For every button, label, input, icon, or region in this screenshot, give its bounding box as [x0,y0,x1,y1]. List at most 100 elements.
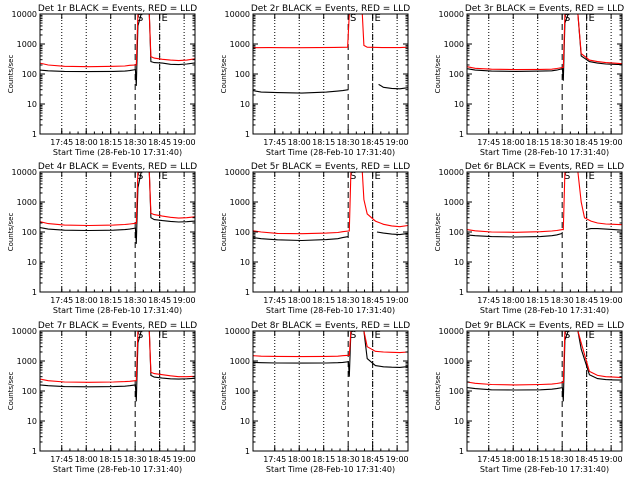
x-tick-label: 18:45 [575,296,598,305]
start-marker-label: S [350,171,356,182]
events-series-line [40,172,195,244]
x-axis-label: Start Time (28-Feb-10 17:31:40) [266,306,395,315]
x-tick-label: 18:00 [75,455,98,464]
y-tick-label: 1000 [444,357,464,366]
y-tick-label: 10 [240,258,250,267]
events-series-line [253,83,408,94]
axes-frame [252,13,409,135]
y-tick-label: 1 [245,447,250,456]
detector-panel: Det 4r BLACK = Events, RED = LLD Counts/s… [7,162,197,315]
y-axis-label: Counts/sec [434,372,442,411]
x-axis-label: Start Time (28-Feb-10 17:31:40) [266,148,395,157]
x-tick-label: 19:00 [173,138,196,147]
y-tick-label: 1000 [230,198,250,207]
y-tick-label: 10000 [439,168,464,177]
y-tick-label: 10000 [12,327,37,336]
detector-panel: Det 5r BLACK = Events, RED = LLD Counts/s… [220,162,410,315]
y-tick-label: 10000 [225,168,250,177]
x-tick-label: 17:45 [263,296,286,305]
y-tick-label: 1 [459,130,464,139]
x-tick-label: 18:30 [124,455,147,464]
end-marker-label: E [588,171,594,182]
y-tick-label: 1 [245,288,250,297]
x-tick-label: 18:15 [99,296,122,305]
y-tick-label: 100 [235,70,250,79]
y-tick-label: 100 [22,228,37,237]
y-tick-label: 10 [27,258,37,267]
y-axis-label: Counts/sec [7,213,15,252]
x-tick-label: 17:45 [263,138,286,147]
x-tick-label: 18:15 [99,455,122,464]
x-axis-label: Start Time (28-Feb-10 17:31:40) [53,148,182,157]
y-tick-label: 1 [32,130,37,139]
panel-title: Det 7r BLACK = Events, RED = LLD [38,321,197,331]
x-tick-label: 18:15 [312,296,335,305]
y-axis-label: Counts/sec [220,55,228,94]
detector-panel: Det 6r BLACK = Events, RED = LLD Counts/s… [434,162,624,315]
end-marker-label: E [161,330,167,341]
x-tick-label: 18:00 [502,138,525,147]
end-marker-label: E [161,13,167,24]
x-tick-label: 19:00 [386,138,409,147]
y-axis-label: Counts/sec [220,213,228,252]
end-marker-label: E [374,171,380,182]
x-tick-label: 17:45 [50,296,73,305]
x-tick-label: 18:30 [337,455,360,464]
x-tick-label: 18:00 [288,138,311,147]
x-axis-label: Start Time (28-Feb-10 17:31:40) [480,465,609,474]
axes-frame [39,171,196,293]
y-tick-label: 100 [22,70,37,79]
y-axis-label: Counts/sec [434,55,442,94]
y-tick-label: 10 [454,258,464,267]
x-tick-label: 18:00 [288,296,311,305]
events-series-line [40,331,195,402]
detector-panel: Det 8r BLACK = Events, RED = LLD Counts/s… [220,321,410,474]
y-tick-label: 10 [454,417,464,426]
x-tick-label: 18:45 [575,138,598,147]
x-tick-label: 18:00 [288,455,311,464]
lld-series-line [40,172,195,227]
end-marker-label: E [588,330,594,341]
x-tick-label: 18:15 [312,138,335,147]
x-tick-label: 18:45 [575,455,598,464]
start-marker-label: S [564,13,570,24]
lld-series-line [467,331,622,386]
y-tick-label: 10000 [439,10,464,19]
x-axis-label: Start Time (28-Feb-10 17:31:40) [53,465,182,474]
y-tick-label: 100 [235,228,250,237]
x-tick-label: 19:00 [173,296,196,305]
y-axis-label: Counts/sec [7,372,15,411]
x-tick-label: 19:00 [386,455,409,464]
x-tick-label: 17:45 [477,296,500,305]
x-tick-label: 18:30 [337,296,360,305]
y-tick-label: 100 [449,387,464,396]
x-tick-label: 18:30 [337,138,360,147]
x-tick-label: 18:45 [361,296,384,305]
x-tick-label: 19:00 [173,455,196,464]
x-tick-label: 17:45 [477,455,500,464]
end-marker-label: E [374,13,380,24]
x-axis-label: Start Time (28-Feb-10 17:31:40) [266,465,395,474]
x-tick-label: 18:45 [361,138,384,147]
x-tick-label: 18:45 [148,138,171,147]
y-tick-label: 1 [32,447,37,456]
detector-panel: Det 2r BLACK = Events, RED = LLD Counts/s… [220,4,410,157]
axes-frame [39,13,196,135]
x-tick-label: 18:15 [526,296,549,305]
lld-series-line [40,331,195,383]
x-tick-label: 18:00 [75,296,98,305]
y-tick-label: 1 [245,130,250,139]
x-tick-label: 18:15 [99,138,122,147]
x-tick-label: 18:15 [526,455,549,464]
x-tick-label: 18:30 [124,296,147,305]
x-tick-label: 18:30 [551,296,574,305]
axes-frame [252,171,409,293]
y-tick-label: 1000 [444,40,464,49]
y-tick-label: 10000 [12,168,37,177]
panel-title: Det 4r BLACK = Events, RED = LLD [38,162,197,172]
y-tick-label: 10 [27,100,37,109]
y-tick-label: 1 [459,288,464,297]
events-series-line [467,14,622,81]
y-tick-label: 1000 [17,198,37,207]
